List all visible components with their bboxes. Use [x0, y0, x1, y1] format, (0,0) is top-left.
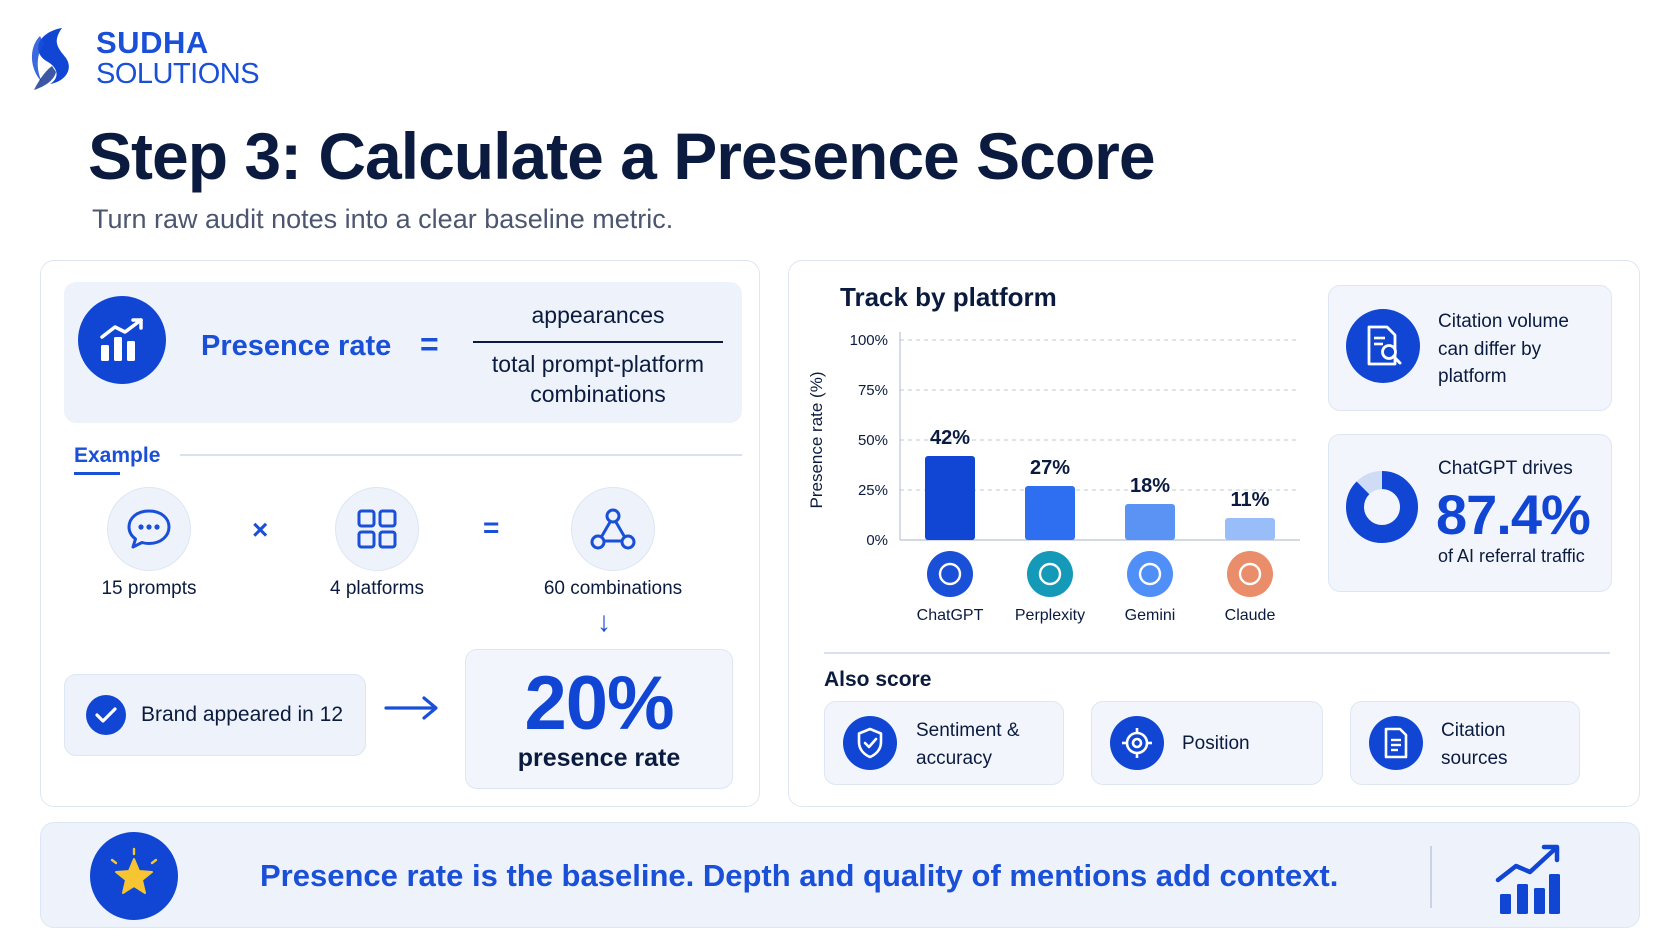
chatgpt-share-foot: of AI referral traffic [1438, 546, 1585, 566]
chat-bubble-icon [107, 487, 191, 571]
multiply-sign: × [252, 514, 269, 545]
perplexity-logo-icon [1027, 551, 1073, 597]
citation-volume-text: Citation volume can differ by platform [1438, 311, 1569, 388]
result-box [465, 649, 733, 789]
grid-icon [335, 487, 419, 571]
score-label-position: Position [1182, 733, 1250, 754]
check-icon [86, 695, 126, 735]
also-score-title: Also score [824, 668, 932, 691]
donut-chart-icon [1346, 471, 1418, 543]
brand-appeared-text: Brand appeared in 12 [141, 703, 343, 726]
bar-value-label: 11% [1231, 489, 1270, 511]
y-tick-label: 100% [850, 332, 888, 349]
document-icon [1369, 716, 1423, 770]
y-tick-label: 0% [866, 532, 888, 549]
bar-gemini [1125, 504, 1175, 540]
brand-name-bottom: SOLUTIONS [96, 58, 260, 90]
document-search-icon [1346, 309, 1420, 383]
crosshair-target-icon [1110, 716, 1164, 770]
brand-name-top: SUDHA [96, 25, 209, 60]
chatgpt-share-value: 87.4% [1436, 483, 1591, 546]
brand-appeared-box [64, 674, 366, 756]
platform-bar-chart: Presence rate (%) 0% 25% 50% 75% 100% 42% ChatG… [807, 332, 1300, 624]
bar-perplexity [1025, 486, 1075, 540]
chart-title: Track by platform [840, 282, 1057, 312]
example-heading: Example [74, 444, 161, 467]
claude-logo-icon [1227, 551, 1273, 597]
x-tick-label: Gemini [1125, 607, 1176, 624]
bar-value-label: 18% [1130, 475, 1170, 497]
star-icon [90, 832, 178, 920]
bar-chatgpt [925, 456, 975, 540]
takeaway-text: Presence rate is the baseline. Depth and… [260, 858, 1339, 893]
platforms-count: 4 platforms [330, 578, 424, 599]
example-underline [74, 472, 120, 475]
bar-claude [1225, 518, 1275, 540]
logo-glyph [938, 562, 962, 586]
growth-chart-icon [78, 296, 166, 384]
formula-denominator: total prompt-platform combinations [491, 351, 705, 407]
network-nodes-icon [571, 487, 655, 571]
shield-check-icon [843, 716, 897, 770]
trend-chart-icon [1495, 844, 1560, 914]
result-value: 20% [524, 661, 674, 746]
fraction-line [473, 341, 723, 343]
prompts-count: 15 prompts [101, 578, 197, 599]
formula-numerator: appearances [531, 302, 665, 328]
banner-divider [1430, 846, 1432, 908]
bar-value-label: 27% [1030, 457, 1070, 479]
equals-sign: = [483, 512, 500, 543]
logo-glyph [1138, 562, 1162, 586]
takeaway-banner [40, 822, 1640, 928]
x-tick-label: Claude [1225, 607, 1276, 624]
chatgpt-traffic-card [1328, 434, 1612, 592]
page-subtitle: Turn raw audit notes into a clear baseli… [92, 204, 674, 234]
score-label-sentiment: Sentiment & accuracy [916, 720, 1020, 769]
y-axis-label: Presence rate (%) [807, 372, 826, 509]
formula-box [64, 282, 742, 423]
logo-glyph [1038, 562, 1062, 586]
chatgpt-intro: ChatGPT drives [1438, 458, 1573, 479]
right-arrow-icon [384, 696, 438, 720]
y-tick-label: 25% [858, 482, 888, 499]
formula-label: Presence rate [201, 330, 392, 362]
page-title: Step 3: Calculate a Presence Score [88, 119, 1156, 193]
combinations-count: 60 combinations [543, 578, 683, 599]
gemini-logo-icon [1127, 551, 1173, 597]
brand-logo: SUDHA SOLUTIONS [22, 22, 260, 94]
y-tick-label: 75% [858, 382, 888, 399]
y-tick-label: 50% [858, 432, 888, 449]
logo-glyph [1238, 562, 1262, 586]
x-tick-label: ChatGPT [917, 607, 984, 624]
result-label: presence rate [517, 744, 681, 772]
section-divider [824, 652, 1610, 654]
x-tick-label: Perplexity [1015, 607, 1085, 624]
brand-mark-icon [31, 28, 69, 90]
example-divider [180, 454, 742, 456]
score-label-citations: Citation sources [1441, 720, 1508, 769]
down-arrow-icon: ↓ [597, 606, 611, 637]
bar-value-label: 42% [930, 427, 970, 449]
donut-share-arc [1346, 471, 1418, 543]
formula-equals: = [420, 326, 439, 362]
chatgpt-logo-icon [927, 551, 973, 597]
